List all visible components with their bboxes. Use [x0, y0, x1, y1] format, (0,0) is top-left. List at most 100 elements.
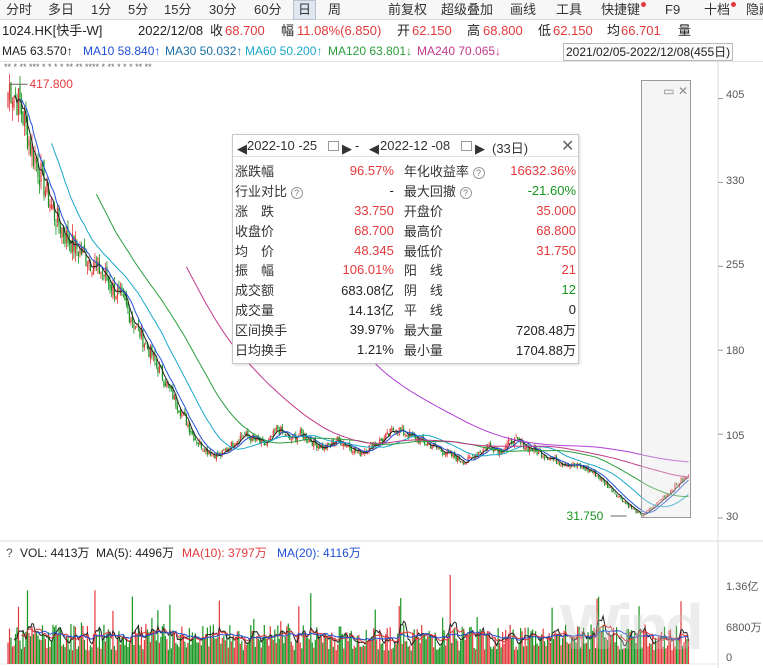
candle-body: [630, 505, 633, 509]
vol-ma5-line: [13, 614, 689, 647]
hide-button[interactable]: 隐藏: [746, 2, 763, 17]
stat-value: 33.750: [354, 202, 394, 218]
help-icon[interactable]: ?: [472, 166, 485, 179]
candle-body: [260, 438, 262, 445]
volume-bar: [593, 627, 595, 664]
candle-body: [621, 499, 624, 502]
volume-bar: [20, 649, 23, 664]
candle-body: [672, 490, 675, 491]
volume-bar: [148, 632, 150, 664]
candle-body: [647, 510, 649, 512]
interval-stats-popup: ◀ 2022-10 -25 ▶ - ◀ 2022-12 -08 ▶ (33日) …: [232, 134, 579, 364]
volume-bar: [325, 633, 327, 664]
volume-bar: [494, 636, 496, 664]
candle-body: [163, 381, 165, 386]
tab-15min[interactable]: 15分: [164, 2, 192, 17]
candle-body: [173, 394, 175, 400]
stats-row: 振 幅 106.01% 阳 线 21: [233, 260, 578, 280]
tab-multi-day[interactable]: 多日: [48, 2, 75, 17]
volume-bar: [599, 628, 601, 664]
tools-button[interactable]: 工具: [556, 2, 583, 17]
volume-bar: [103, 624, 105, 664]
candle-body: [44, 190, 47, 197]
candle-body: [591, 472, 594, 474]
volume-bar: [466, 634, 468, 664]
candle-body: [115, 296, 117, 300]
tab-weekly[interactable]: 周: [328, 2, 342, 17]
volume-bar: [481, 631, 483, 664]
volume-bar: [512, 629, 514, 664]
stat-value: -21.60%: [527, 183, 576, 199]
volume-bar: [600, 631, 603, 664]
range-selection-box[interactable]: ▭ ✕: [641, 80, 691, 518]
help-icon[interactable]: ?: [459, 186, 472, 199]
volume-bar: [328, 649, 330, 664]
candle-body: [410, 432, 412, 436]
volume-bar: [181, 626, 183, 664]
shortcut-button[interactable]: 快捷键: [601, 0, 647, 20]
volume-help-icon[interactable]: ?: [6, 546, 13, 560]
calendar-icon[interactable]: [328, 141, 339, 151]
candle-body: [680, 478, 682, 484]
volume-bar: [203, 638, 205, 664]
vol-ma20: MA(20): 4116万: [277, 546, 361, 560]
candle-body: [615, 494, 618, 497]
tab-daily[interactable]: 日: [293, 0, 317, 20]
volume-bar: [433, 647, 435, 664]
candle-body: [71, 233, 74, 252]
volume-bar: [618, 649, 621, 664]
super-overlay-button[interactable]: 超级叠加: [441, 2, 494, 17]
candle-body: [467, 456, 469, 463]
next-start-arrow-icon[interactable]: ▶: [342, 141, 352, 156]
candle-body: [283, 432, 285, 434]
prev-start-arrow-icon[interactable]: ◀: [237, 141, 247, 156]
tab-5min[interactable]: 5分: [128, 2, 149, 17]
stat-label: 最大量: [403, 322, 443, 338]
adjust-forward-button[interactable]: 前复权: [388, 2, 428, 17]
candle-body: [594, 470, 597, 477]
tab-30min[interactable]: 30分: [209, 2, 237, 17]
candle-body: [247, 430, 249, 437]
volume-bar: [563, 630, 565, 664]
stat-value: 21: [561, 262, 576, 278]
end-date-field[interactable]: 2022-12 -08: [380, 138, 451, 153]
volume-bar: [31, 626, 33, 664]
tab-1min[interactable]: 1分: [91, 2, 112, 17]
candle-body: [569, 464, 571, 468]
date-range-selector[interactable]: 2021/02/05-2022/12/08(455日): [563, 43, 734, 61]
candle-body: [301, 429, 303, 433]
start-date-field[interactable]: 2022-10 -25: [247, 138, 318, 153]
help-icon[interactable]: ?: [290, 186, 303, 199]
candle-body: [379, 439, 381, 445]
f9-button[interactable]: F9: [665, 2, 681, 17]
close-icon[interactable]: ✕: [561, 138, 575, 155]
candle-body: [380, 438, 382, 441]
next-end-arrow-icon[interactable]: ▶: [475, 141, 485, 156]
volume-bar: [648, 643, 651, 664]
ten-level-button[interactable]: 十档: [704, 0, 737, 20]
candle-body: [23, 112, 26, 127]
prev-end-arrow-icon[interactable]: ◀: [369, 141, 379, 156]
volume-bar: [352, 648, 354, 664]
candle-body: [68, 239, 71, 245]
kline-chart[interactable]: 417.800 31.750: [0, 62, 763, 668]
price-tick-30: 30: [726, 511, 739, 523]
draw-line-button[interactable]: 画线: [510, 2, 537, 17]
candle-body: [418, 437, 420, 444]
window-icon[interactable]: ▭: [663, 84, 675, 98]
volume-bar: [627, 628, 630, 664]
candle-body: [415, 435, 417, 441]
volume-bar: [558, 632, 561, 664]
tab-intraday[interactable]: 分时: [6, 2, 33, 17]
tab-60min[interactable]: 60分: [254, 2, 282, 17]
close-icon[interactable]: ✕: [677, 84, 688, 98]
candle-body: [542, 456, 544, 458]
candle-body: [353, 447, 355, 453]
candle-body: [445, 453, 447, 456]
candle-body: [208, 452, 210, 455]
vol-ma10: MA(10): 3797万: [182, 546, 267, 560]
candle-body: [203, 450, 205, 453]
volume-bar: [353, 645, 355, 664]
candle-body: [618, 496, 621, 497]
calendar-icon[interactable]: [461, 141, 472, 151]
